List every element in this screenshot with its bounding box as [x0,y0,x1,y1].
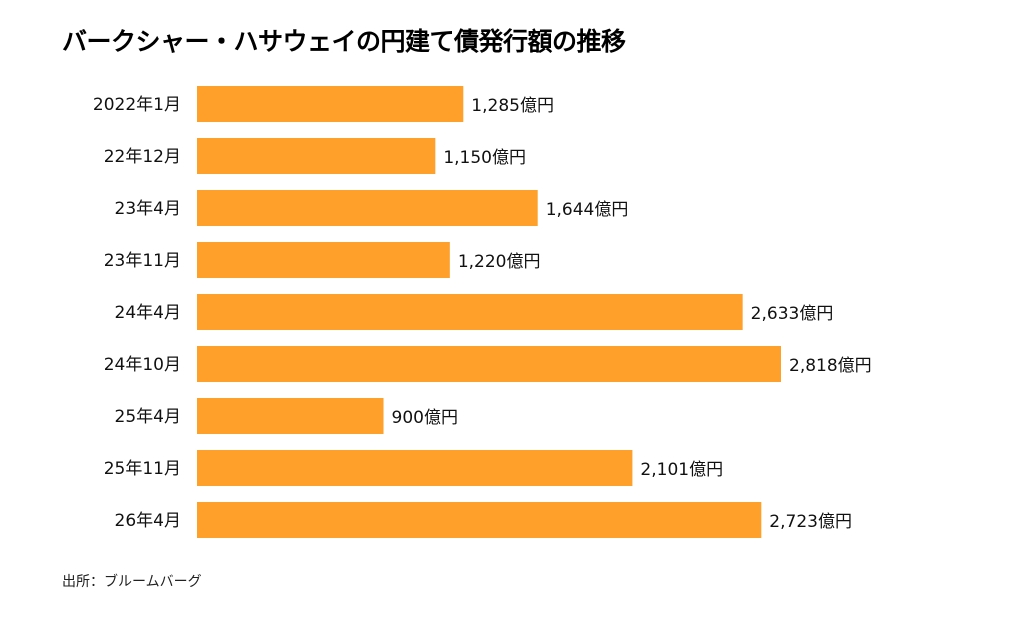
source-note: 出所：ブルームバーグ [62,574,202,590]
bar [197,190,538,226]
bar [197,138,436,174]
category-label: 23年11月 [104,251,181,271]
bar-chart: 2022年1月 1,285億円 22年12月 1,150億円 23年4月 1,644億円 2… [93,86,872,538]
bar [197,86,464,122]
value-label: 2,101億円 [640,460,723,480]
bar [197,346,781,382]
category-label: 25年11月 [104,459,181,479]
bar [197,242,450,278]
category-label: 26年4月 [115,511,181,531]
category-label: 25年4月 [115,407,181,427]
value-label: 2,633億円 [751,304,834,324]
value-label: 1,150億円 [443,148,526,168]
chart-title: バークシャー・ハサウェイの円建て債発行額の推移 [62,27,626,56]
value-label: 2,818億円 [789,356,872,376]
category-label: 24年4月 [115,303,181,323]
value-label: 1,644億円 [546,200,629,220]
category-label: 24年10月 [104,355,181,375]
bar [197,450,633,486]
bar [197,502,762,538]
category-label: 2022年1月 [93,95,181,115]
value-label: 2,723億円 [769,512,852,532]
bar [197,294,743,330]
category-label: 22年12月 [104,147,181,167]
value-label: 1,220億円 [458,252,541,272]
category-label: 23年4月 [115,199,181,219]
value-label: 900億円 [392,408,458,428]
value-label: 1,285億円 [471,96,554,116]
bar [197,398,384,434]
